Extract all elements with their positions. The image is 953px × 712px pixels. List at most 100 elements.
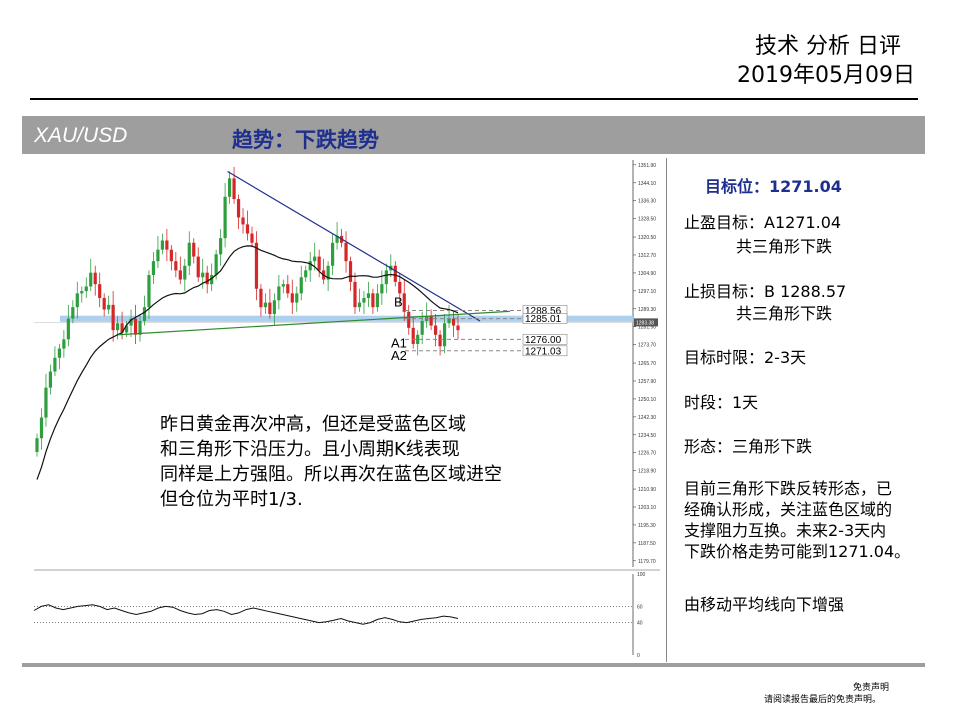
candle-body [398,281,402,294]
disclaimer-title: 免责声明 [853,683,890,693]
candle-body [335,235,339,243]
candle-body [357,302,362,308]
price-tick-label: 1351.90 [638,163,656,169]
commentary-line: 但仓位为平时1/3. [160,489,303,510]
candle-body [250,233,254,243]
price-tick-label: 1273.70 [638,343,656,349]
candle-body [344,242,348,262]
candle-body [429,316,433,326]
candle-body [116,323,120,331]
period: 时段：1天 [684,393,759,412]
candle-body [93,272,97,285]
candle-body [107,304,111,310]
candle-body [53,357,57,372]
resistance-zone [60,315,633,322]
price-tick-label: 1304.90 [638,271,656,277]
price-tick-label: 1257.90 [638,379,656,385]
commentary-line: 同样是上方强阻。所以再次在蓝色区域进空 [160,464,502,485]
price-tick-label: 1344.10 [638,181,656,187]
candle-body [147,274,151,308]
point-label: A2 [391,348,407,363]
candle-body [124,325,129,333]
take-profit: 止盈目标：A1271.04 [684,213,842,232]
candle-body [317,256,321,271]
candle-body [98,284,102,298]
candle-body [281,284,285,287]
upper-trendline [227,170,481,322]
candle-body [272,300,276,315]
panel-divider [666,158,667,662]
candle-body [151,261,156,275]
target-level-label: 1285.01 [525,314,562,325]
candle-body [35,438,39,453]
candle-body [362,297,366,303]
title-bar: XAU/USD 趋势：下跌趋势 [22,116,925,154]
moving-average-line [36,245,459,480]
current-price-badge [634,318,658,327]
candle-body [304,270,308,278]
stop-loss: 止损目标：B 1288.57 [684,282,847,301]
candle-body [447,318,451,324]
candle-body [232,178,236,200]
symbol-label: XAU/USD [34,124,128,147]
candle-body [416,334,420,344]
candle-body [201,272,205,278]
candle-body [371,293,375,308]
candle-body [263,302,268,308]
current-price-label: 1283.38 [636,320,654,326]
target-level-box [522,345,568,357]
summary-line: 目前三角形下跌反转形态，已 [684,479,893,498]
header-divider [30,98,918,100]
commentary: 昨日黄金再次冲高，但还是受蓝色区域 和三角形下沿压力。且小周期K线表现 同样是上… [160,412,502,512]
candle-body [299,277,303,294]
target-level-label: 1276.00 [525,335,562,346]
candle-body [326,265,330,280]
price-tick-label: 1234.50 [638,433,656,439]
candle-body [380,284,384,294]
candle-body [133,318,138,335]
candle-body [165,240,169,250]
candle-body [245,224,250,234]
target-level: 目标位：1271.04 [705,177,842,196]
footer-bar [22,663,925,667]
price-tick-label: 1336.30 [638,199,656,205]
candle-body [286,284,290,294]
price-tick-label: 1203.10 [638,505,656,511]
summary-line: 下跌价格走势可能到1271.04。 [684,542,911,561]
commentary-line: 和三角形下沿压力。且小周期K线表现 [160,439,460,460]
candle-body [75,293,79,308]
candle-body [174,261,178,271]
candle-body [456,325,460,331]
candle-body [111,304,115,331]
candle-body [169,249,173,262]
candle-body [434,325,438,335]
price-tick-label: 1179.70 [638,559,656,565]
point-label: A1 [391,335,407,350]
price-tick-label: 1218.90 [638,469,656,475]
price-tick-label: 1328.50 [638,217,656,223]
candle-body [227,178,232,197]
oscillator-tick-label: 100 [637,572,646,578]
candle-body [44,387,48,418]
candle-body [438,334,442,347]
candle-body [39,417,44,439]
candle-body [84,286,88,292]
candle-body [268,302,272,315]
candle-body [241,217,245,225]
candle-body [442,323,447,347]
stop-loss-note: 共三角形下跌 [736,304,833,323]
point-label: B [394,294,403,309]
candle-body [66,318,70,340]
candle-body [89,272,93,287]
candle-body [129,318,133,326]
oscillator-tick-label: 60 [637,604,643,610]
candle-body [411,327,415,344]
timeframe: 目标时限：2-3天 [684,348,807,367]
candle-body [330,242,335,266]
price-tick-label: 1289.30 [638,307,656,313]
lower-trendline [117,310,511,336]
candle-body [348,261,353,282]
candle-body [156,249,160,262]
candle-body [290,293,294,303]
